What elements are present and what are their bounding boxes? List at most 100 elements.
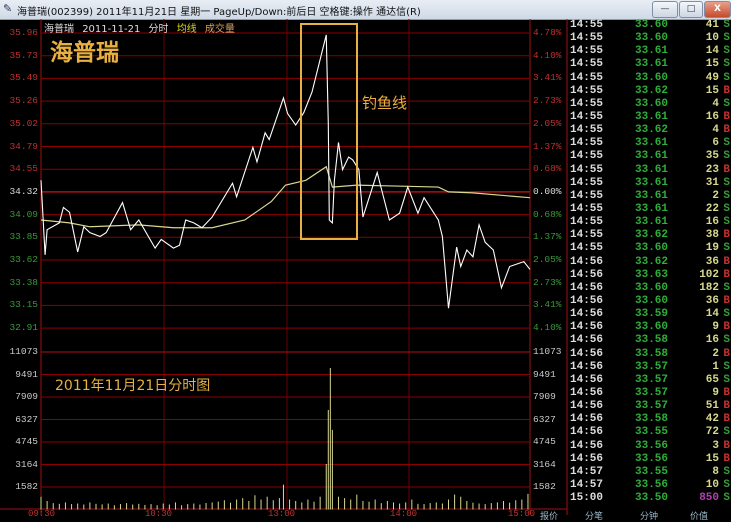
time-axis-label: 09:30 [28, 509, 56, 519]
trade-time: 14:56 [570, 334, 604, 347]
trade-price: 33.61 [635, 216, 669, 229]
trade-price: 33.61 [635, 45, 669, 58]
hook-highlight-box [300, 23, 358, 240]
volume-tick-label-right: 11073 [533, 346, 562, 357]
trade-vol: 850 [699, 492, 719, 505]
percent-tick-label: 0.68% [533, 208, 562, 220]
header-mode: 分时 [148, 24, 169, 35]
trade-price: 33.61 [635, 110, 669, 123]
trade-time: 14:55 [570, 19, 604, 31]
trade-price: 33.61 [635, 202, 669, 215]
trade-time: 15:00 [570, 492, 604, 505]
trade-time: 14:55 [570, 229, 604, 242]
trade-side: B [723, 124, 730, 137]
trade-time: 14:55 [570, 216, 604, 229]
header-date: 2011-11-21 [82, 24, 141, 35]
trade-row: 14:56 33.57 51 B [567, 400, 731, 413]
trade-vol: 51 [705, 400, 719, 413]
trade-vol: 31 [705, 176, 719, 189]
trade-price: 33.61 [635, 150, 669, 163]
trade-row: 14:56 33.57 9 B [567, 387, 731, 400]
trade-row: 14:56 33.60 36 B [567, 295, 731, 308]
trade-time: 14:57 [570, 478, 604, 491]
trade-ticker-list[interactable]: 14:55 33.60 41 S 14:55 33.60 10 S 14:55 33.61 14 S 1… [567, 19, 731, 505]
trade-vol: 3 [712, 439, 719, 452]
trade-side: B [723, 452, 730, 465]
percent-tick-label: 3.41% [533, 299, 562, 311]
trade-price: 33.58 [635, 334, 669, 347]
trade-price: 33.61 [635, 58, 669, 71]
volume-tick-label-left: 4745 [15, 436, 38, 447]
price-tick-label: 35.26 [9, 95, 38, 107]
time-axis-label: 10:30 [145, 509, 173, 519]
trade-time: 14:56 [570, 400, 604, 413]
trade-vol: 6 [712, 137, 719, 150]
trade-price: 33.58 [635, 413, 669, 426]
trade-price: 33.62 [635, 84, 669, 97]
trade-vol: 182 [699, 281, 719, 294]
trade-time: 14:55 [570, 58, 604, 71]
time-axis-label: 15:00 [508, 509, 536, 519]
chart-header: 海普瑞 2011-11-21 分时 均线 成交量 [44, 20, 240, 35]
trade-price: 33.60 [635, 32, 669, 45]
trade-row: 14:56 33.59 14 S [567, 308, 731, 321]
trade-side: S [723, 308, 730, 321]
trade-side: B [723, 229, 730, 242]
trade-side: S [723, 373, 730, 386]
app-icon: ✎ [3, 2, 13, 15]
trade-side: B [723, 413, 730, 426]
minimize-button[interactable]: — [652, 1, 678, 18]
percent-tick-label: 4.78% [533, 27, 562, 38]
trade-vol: 2 [712, 189, 719, 202]
average-price-line [40, 165, 531, 229]
trade-side: S [723, 189, 730, 202]
trade-time: 14:55 [570, 97, 604, 110]
trade-side: B [723, 110, 730, 123]
trade-price: 33.50 [635, 492, 669, 505]
time-axis-label: 13:00 [268, 509, 296, 519]
trade-vol: 9 [712, 386, 719, 399]
trade-time: 14:55 [570, 110, 604, 123]
volume-tick-label-left: 3164 [15, 458, 38, 470]
trade-vol: 41 [705, 19, 719, 31]
trade-vol: 16 [705, 216, 719, 229]
volume-tick-label-right: 1582 [533, 481, 556, 492]
trade-price: 33.61 [635, 189, 669, 202]
percent-tick-label: 2.05% [533, 117, 562, 129]
trade-price: 33.56 [635, 478, 669, 491]
trade-row: 14:56 33.56 15 B [567, 453, 731, 466]
trade-time: 14:56 [570, 294, 604, 307]
maximize-button[interactable]: □ [679, 1, 703, 18]
trade-time: 14:56 [570, 321, 604, 334]
price-tick-label: 34.55 [9, 163, 38, 175]
trade-time: 14:55 [570, 137, 604, 150]
trade-row: 14:56 33.57 1 S [567, 361, 731, 374]
bottom-tab[interactable]: 分钟 [640, 512, 659, 522]
percent-tick-label: 0.00% [533, 185, 562, 197]
trade-time: 14:56 [570, 386, 604, 399]
trade-side: B [723, 255, 730, 268]
trade-side: S [723, 176, 730, 189]
trade-vol: 22 [705, 202, 719, 215]
trade-side: S [723, 360, 730, 373]
price-tick-label: 33.15 [9, 299, 38, 311]
percent-tick-label: 2.73% [533, 276, 562, 288]
close-button[interactable]: X [704, 1, 731, 18]
chart-caption: 2011年11月21日分时图 [55, 378, 211, 394]
trade-row: 14:55 33.61 15 S [567, 58, 731, 71]
bottom-tab[interactable]: 分笔 [585, 512, 604, 522]
trade-row: 14:55 33.61 16 S [567, 216, 731, 229]
trade-row: 14:55 33.62 38 B [567, 229, 731, 242]
trade-vol: 10 [705, 32, 719, 45]
trade-price: 33.61 [635, 137, 669, 150]
trade-row: 14:55 33.61 35 S [567, 150, 731, 163]
trade-vol: 38 [705, 229, 719, 242]
trade-time: 14:55 [570, 202, 604, 215]
bottom-tab[interactable]: 报价 [540, 512, 559, 522]
percent-tick-label: 1.37% [533, 140, 562, 152]
trade-price: 33.60 [635, 281, 669, 294]
price-tick-label: 32.91 [9, 322, 38, 334]
bottom-tab[interactable]: 价值 [690, 512, 709, 522]
volume-tick-label-left: 11073 [9, 346, 38, 357]
trade-price: 33.57 [635, 373, 669, 386]
